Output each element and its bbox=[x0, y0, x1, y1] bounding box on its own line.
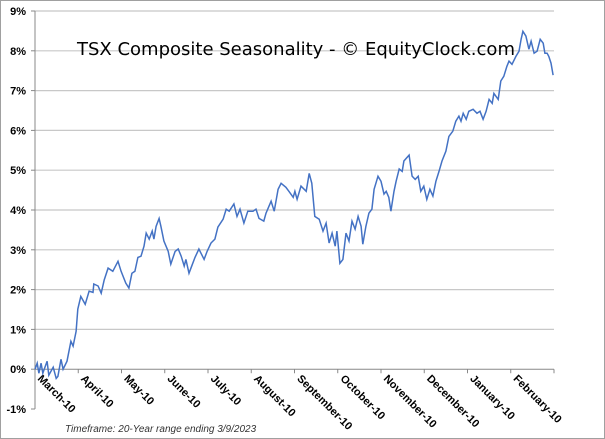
y-tick-label: 7% bbox=[10, 86, 26, 98]
series-line-tsx bbox=[34, 29, 554, 380]
x-tick-label: May-10 bbox=[121, 373, 156, 408]
gridlines bbox=[35, 10, 554, 330]
y-tick-label: -1% bbox=[6, 404, 26, 416]
x-tick-label: February-10 bbox=[511, 373, 564, 426]
y-tick-label: 5% bbox=[10, 165, 26, 177]
y-tick-label: 3% bbox=[10, 245, 26, 257]
y-tick-label: 8% bbox=[10, 46, 26, 58]
y-tick-label: 0% bbox=[10, 364, 26, 376]
x-tick-label: June-10 bbox=[165, 373, 203, 411]
x-tick-label: July-10 bbox=[208, 373, 243, 408]
y-tick-label: 2% bbox=[10, 285, 26, 297]
y-tick-label: 9% bbox=[10, 6, 26, 18]
y-tick-label: 6% bbox=[10, 125, 26, 137]
y-axis-ticks: -1% 0% 1% 2% 3% 4% 5% 6% 7% 8% 9% bbox=[6, 6, 35, 416]
y-tick-label: 4% bbox=[10, 205, 26, 217]
chart-title: TSX Composite Seasonality - © EquityCloc… bbox=[76, 39, 515, 60]
y-tick-label: 1% bbox=[10, 324, 26, 336]
x-tick-label: April-10 bbox=[78, 373, 115, 410]
footnote: Timeframe: 20-Year range ending 3/9/2023 bbox=[65, 424, 257, 435]
x-tick-label: August-10 bbox=[251, 373, 298, 420]
